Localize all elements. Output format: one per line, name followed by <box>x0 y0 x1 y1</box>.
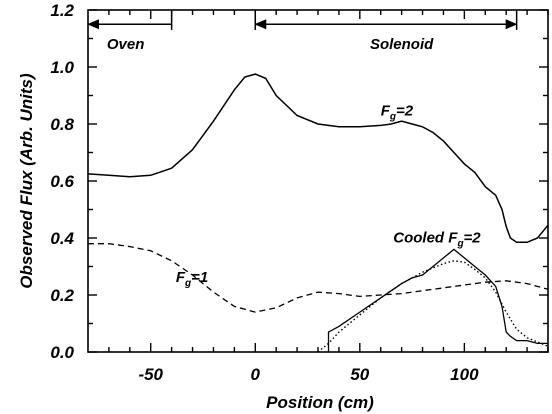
region-label-oven: Oven <box>107 36 145 53</box>
y-tick-label: 1.2 <box>50 1 74 20</box>
y-tick-label: 0.8 <box>50 115 74 134</box>
x-tick-label: 0 <box>251 365 261 384</box>
series-line-2 <box>327 248 548 352</box>
x-tick-label: 100 <box>450 365 479 384</box>
y-tick-label: 0.4 <box>50 229 74 248</box>
x-tick-label: 50 <box>350 365 369 384</box>
x-axis-title: Position (cm) <box>266 393 374 412</box>
plot-frame <box>87 9 549 353</box>
y-tick-label: 0.0 <box>50 343 74 362</box>
plot-layer: -50 0 50 100 0.0 0.2 0.4 0.6 0.8 1.0 1.2 Oven Soleno… <box>50 1 549 384</box>
y-tick-label: 0.6 <box>50 172 74 191</box>
y-tick-label: 0.2 <box>50 286 74 305</box>
y-axis-title: Observed Flux (Arb. Units) <box>17 73 36 289</box>
x-tick-label: -50 <box>138 365 163 384</box>
series-line-1 <box>88 243 549 313</box>
y-tick-label: 1.0 <box>50 58 74 77</box>
series-label-1: Fg=1 <box>176 269 208 289</box>
series-line-3 <box>317 260 549 353</box>
region-label-solenoid: Solenoid <box>370 36 434 53</box>
series-label-0: Fg=2 <box>381 102 414 122</box>
series-line-0 <box>87 73 549 244</box>
series-label-2: Cooled Fg=2 <box>393 229 481 249</box>
